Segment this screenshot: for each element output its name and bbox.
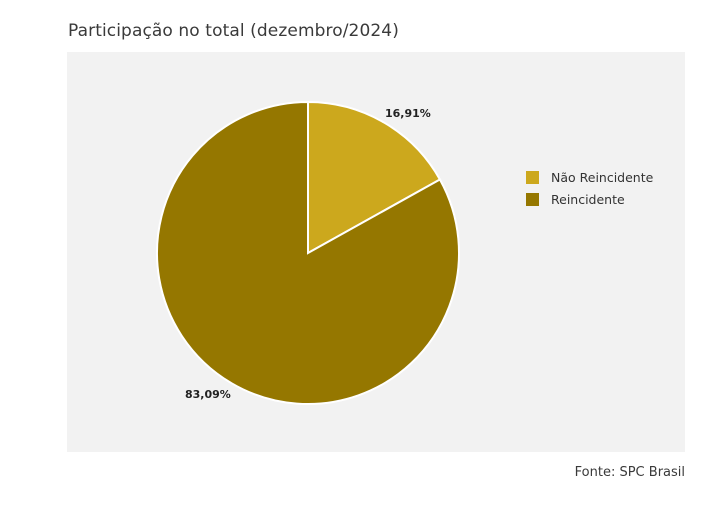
legend: Não Reincidente Reincidente [526,166,653,210]
chart-area: 16,91% 83,09% Não Reincidente Reincident… [67,52,685,452]
pie-slice-reincidente [156,100,460,405]
source-note: Fonte: SPC Brasil [574,465,685,480]
legend-item-reincidente: Reincidente [526,188,653,210]
data-label-reincidente: 83,09% [185,388,231,401]
pie-chart [156,100,460,405]
legend-item-nao-reincidente: Não Reincidente [526,166,653,188]
legend-label-nao-reincidente: Não Reincidente [551,169,654,185]
data-label-nao-reincidente: 16,91% [385,107,431,120]
legend-label-reincidente: Reincidente [551,191,625,207]
chart-title: Participação no total (dezembro/2024) [68,21,399,41]
legend-swatch-reincidente [526,192,539,206]
pie-slice-n-o-reincidente [307,100,442,255]
legend-swatch-nao-reincidente [526,170,539,184]
